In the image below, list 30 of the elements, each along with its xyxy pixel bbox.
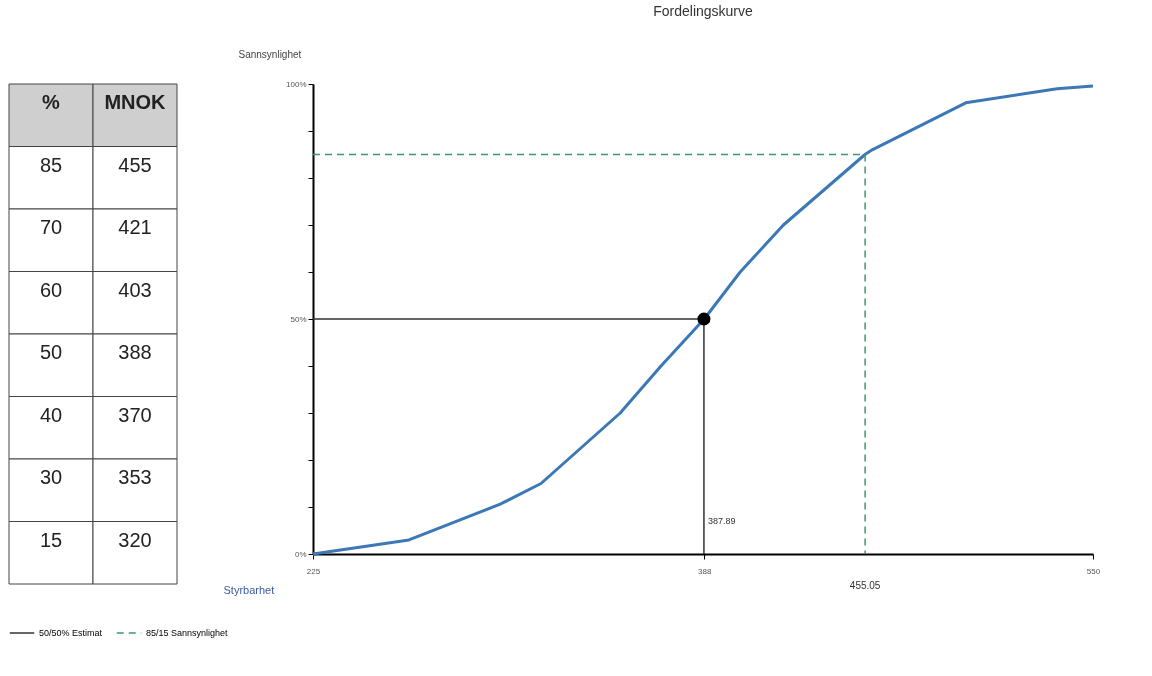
y-tick-label: 50%	[290, 314, 307, 324]
data-label: 320	[118, 528, 152, 551]
legend-label: 50/50% Estimat	[39, 628, 103, 638]
data-label: 455	[118, 153, 152, 176]
line-series	[311, 84, 1095, 556]
annotation: 387.89	[707, 516, 736, 527]
x-axis-title: Styrbarhet	[223, 583, 275, 596]
y-tick-label: 60	[39, 278, 63, 301]
chart-title: Fordelingskurve	[653, 3, 754, 19]
y-tick-label: 85	[39, 153, 63, 176]
legend-label: 85/15 Sannsynlighet	[146, 628, 229, 638]
data-label: 421	[118, 216, 152, 239]
y-axis-title: Sannsynlighet	[238, 48, 302, 60]
data-label: 370	[118, 403, 152, 426]
data-label: 403	[118, 278, 152, 301]
y-tick-label: 40	[39, 403, 63, 426]
annotation: 455.05	[849, 580, 881, 591]
y-tick-label: 0%	[294, 549, 307, 559]
data-label: 353	[118, 466, 152, 489]
y-tick-label: 30	[39, 466, 63, 489]
y-tick-label: 15	[39, 528, 63, 551]
x-tick-label: MNOK	[104, 91, 167, 114]
x-tick-label: 388	[698, 566, 712, 576]
x-tick-label: 550	[1086, 566, 1101, 576]
y-axis-title: %	[42, 91, 61, 114]
x-tick-label: 225	[306, 566, 321, 576]
y-tick-label: 50	[39, 341, 63, 364]
data-label: 388	[118, 341, 152, 364]
y-tick-label: 100%	[286, 79, 307, 89]
y-tick-label: 70	[39, 216, 63, 239]
